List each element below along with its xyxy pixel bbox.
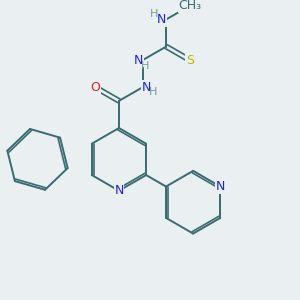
Text: H: H [141, 61, 150, 71]
Text: N: N [142, 81, 151, 94]
Text: N: N [216, 180, 225, 193]
Text: H: H [149, 87, 158, 97]
Text: N: N [134, 54, 143, 67]
Text: N: N [114, 184, 124, 197]
Text: CH₃: CH₃ [178, 0, 201, 12]
Text: S: S [186, 54, 194, 67]
Text: H: H [149, 9, 158, 19]
Text: N: N [157, 13, 166, 26]
Text: O: O [90, 81, 100, 94]
